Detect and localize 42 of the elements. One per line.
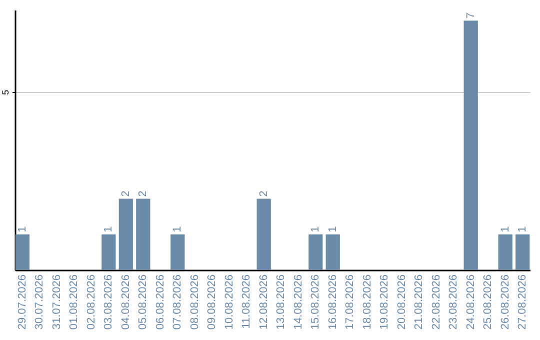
data-label: 1 — [310, 226, 322, 232]
data-label: 7 — [464, 12, 477, 19]
x-tick-label: 01.08.2026 — [68, 274, 80, 330]
x-tick-label: 20.08.2026 — [396, 274, 408, 330]
x-tick-label: 29.07.2026 — [16, 274, 28, 330]
x-tick-label: 11.08.2026 — [240, 274, 253, 329]
x-tick-label: 17.08.2026 — [344, 274, 356, 330]
x-tick-label: 08.08.2026 — [188, 274, 201, 330]
x-tick-label: 03.08.2026 — [102, 274, 115, 330]
x-tick-label: 19.08.2026 — [378, 274, 391, 330]
data-label: 2 — [258, 190, 270, 197]
data-label: 2 — [137, 190, 150, 197]
data-label: 1 — [16, 226, 28, 232]
x-tick-label: 04.08.2026 — [120, 274, 132, 330]
data-label: 1 — [172, 226, 184, 232]
x-tick-label: 12.08.2026 — [258, 274, 270, 330]
x-tick-label: 31.07.2026 — [50, 274, 63, 330]
x-tick-label: 21.08.2026 — [413, 274, 426, 330]
x-tick-label: 30.07.2026 — [34, 274, 46, 330]
x-tick-label: 02.08.2026 — [85, 274, 98, 330]
x-tick-label: 18.08.2026 — [361, 274, 374, 330]
x-tick-label: 26.08.2026 — [499, 274, 512, 330]
x-tick-label: 07.08.2026 — [172, 274, 184, 330]
x-tick-label: 24.08.2026 — [464, 274, 477, 330]
x-tick-label: 27.08.2026 — [516, 274, 529, 330]
data-label: 2 — [120, 190, 132, 197]
data-label: 1 — [499, 226, 512, 232]
x-tick-label: 23.08.2026 — [448, 274, 460, 330]
data-label: 1 — [516, 226, 529, 232]
x-tick-label: 09.08.2026 — [206, 274, 218, 330]
x-tick-label: 16.08.2026 — [326, 274, 339, 330]
x-tick-label: 15.08.2026 — [310, 274, 322, 330]
data-label: 1 — [102, 226, 115, 232]
data-label: 1 — [326, 226, 339, 232]
x-tick-label: 06.08.2026 — [154, 274, 166, 330]
x-tick-label: 22.08.2026 — [430, 274, 442, 330]
x-tick-label: 25.08.2026 — [482, 274, 494, 330]
x-tick-label: 14.08.2026 — [292, 274, 304, 330]
x-tick-label: 10.08.2026 — [223, 274, 236, 330]
y-tick-label: 5 — [0, 90, 10, 95]
x-tick-label: 05.08.2026 — [137, 274, 150, 330]
x-tick-label: 13.08.2026 — [275, 274, 288, 330]
